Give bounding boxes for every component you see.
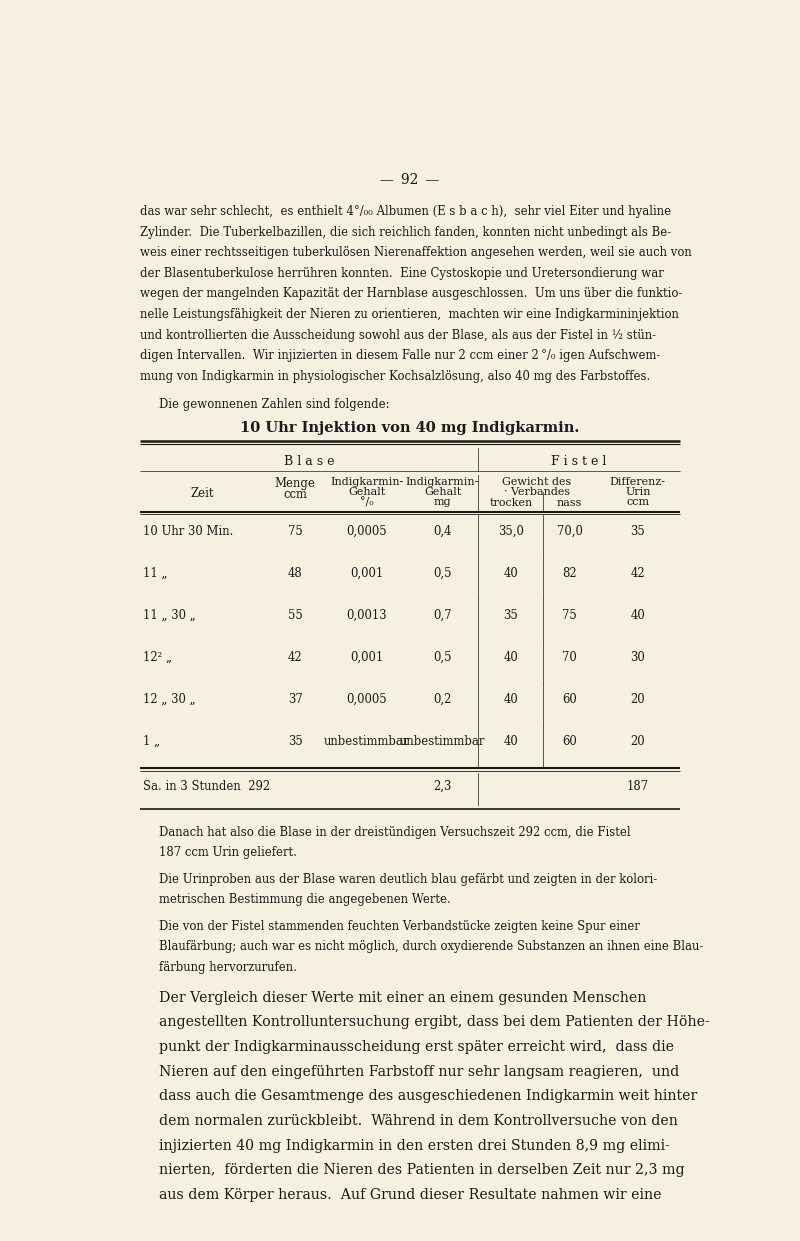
Text: 12² „: 12² „ bbox=[143, 652, 173, 664]
Text: 10 Uhr 30 Min.: 10 Uhr 30 Min. bbox=[143, 525, 234, 537]
Text: 42: 42 bbox=[630, 567, 645, 580]
Text: 187: 187 bbox=[626, 781, 649, 793]
Text: Nieren auf den eingeführten Farbstoff nur sehr langsam reagieren,  und: Nieren auf den eingeführten Farbstoff nu… bbox=[159, 1065, 679, 1078]
Text: 60: 60 bbox=[562, 694, 577, 706]
Text: 40: 40 bbox=[503, 694, 518, 706]
Text: Die Urinproben aus der Blase waren deutlich blau gefärbt und zeigten in der kolo: Die Urinproben aus der Blase waren deutl… bbox=[159, 872, 657, 886]
Text: trocken: trocken bbox=[489, 498, 532, 508]
Text: 11 „ 30 „: 11 „ 30 „ bbox=[143, 609, 196, 622]
Text: 0,5: 0,5 bbox=[434, 652, 452, 664]
Text: nass: nass bbox=[557, 498, 582, 508]
Text: 35: 35 bbox=[630, 525, 646, 537]
Text: Sa. in 3 Stunden  292: Sa. in 3 Stunden 292 bbox=[143, 781, 270, 793]
Text: nierten,  förderten die Nieren des Patienten in derselben Zeit nur 2,3 mg: nierten, förderten die Nieren des Patien… bbox=[159, 1163, 685, 1178]
Text: Zylinder.  Die Tuberkelbazillen, die sich reichlich fanden, konnten nicht unbedi: Zylinder. Die Tuberkelbazillen, die sich… bbox=[140, 226, 671, 238]
Text: Gehalt: Gehalt bbox=[424, 486, 461, 496]
Text: 70,0: 70,0 bbox=[557, 525, 582, 537]
Text: 75: 75 bbox=[288, 525, 302, 537]
Text: mung von Indigkarmin in physiologischer Kochsalzlösung, also 40 mg des Farbstoff: mung von Indigkarmin in physiologischer … bbox=[140, 370, 650, 382]
Text: Die von der Fistel stammenden feuchten Verbandstücke zeigten keine Spur einer: Die von der Fistel stammenden feuchten V… bbox=[159, 920, 640, 932]
Text: 0,5: 0,5 bbox=[434, 567, 452, 580]
Text: 40: 40 bbox=[630, 609, 646, 622]
Text: Indigkarmin-: Indigkarmin- bbox=[406, 477, 479, 488]
Text: wegen der mangelnden Kapazität der Harnblase ausgeschlossen.  Um uns über die fu: wegen der mangelnden Kapazität der Harnb… bbox=[140, 288, 682, 300]
Text: 12 „ 30 „: 12 „ 30 „ bbox=[143, 694, 196, 706]
Text: F i s t e l: F i s t e l bbox=[551, 455, 606, 468]
Text: unbestimmbar: unbestimmbar bbox=[324, 735, 410, 748]
Text: °/₀: °/₀ bbox=[360, 498, 374, 508]
Text: nelle Leistungsfähigkeit der Nieren zu orientieren,  machten wir eine Indigkarmi: nelle Leistungsfähigkeit der Nieren zu o… bbox=[140, 308, 679, 321]
Text: · Verbandes: · Verbandes bbox=[504, 486, 570, 496]
Text: 1 „: 1 „ bbox=[143, 735, 161, 748]
Text: 35: 35 bbox=[503, 609, 518, 622]
Text: B l a s e: B l a s e bbox=[284, 455, 334, 468]
Text: 0,0013: 0,0013 bbox=[346, 609, 387, 622]
Text: 60: 60 bbox=[562, 735, 577, 748]
Text: 0,2: 0,2 bbox=[434, 694, 452, 706]
Text: 40: 40 bbox=[503, 652, 518, 664]
Text: 40: 40 bbox=[503, 567, 518, 580]
Text: färbung hervorzurufen.: färbung hervorzurufen. bbox=[159, 961, 297, 974]
Text: Gewicht des: Gewicht des bbox=[502, 477, 572, 488]
Text: 10 Uhr Injektion von 40 mg Indigkarmin.: 10 Uhr Injektion von 40 mg Indigkarmin. bbox=[240, 421, 580, 434]
Text: unbestimmbar: unbestimmbar bbox=[400, 735, 486, 748]
Text: 0,001: 0,001 bbox=[350, 567, 383, 580]
Text: Blaufärbung; auch war es nicht möglich, durch oxydierende Substanzen an ihnen ei: Blaufärbung; auch war es nicht möglich, … bbox=[159, 941, 703, 953]
Text: 35: 35 bbox=[288, 735, 302, 748]
Text: Urin: Urin bbox=[625, 486, 650, 496]
Text: — 92 —: — 92 — bbox=[380, 172, 440, 187]
Text: 0,7: 0,7 bbox=[434, 609, 452, 622]
Text: 30: 30 bbox=[630, 652, 646, 664]
Text: Indigkarmin-: Indigkarmin- bbox=[330, 477, 403, 488]
Text: und kontrollierten die Ausscheidung sowohl aus der Blase, als aus der Fistel in : und kontrollierten die Ausscheidung sowo… bbox=[140, 329, 656, 341]
Text: 37: 37 bbox=[288, 694, 302, 706]
Text: mg: mg bbox=[434, 498, 451, 508]
Text: Die gewonnenen Zahlen sind folgende:: Die gewonnenen Zahlen sind folgende: bbox=[159, 398, 390, 411]
Text: dass auch die Gesamtmenge des ausgeschiedenen Indigkarmin weit hinter: dass auch die Gesamtmenge des ausgeschie… bbox=[159, 1090, 697, 1103]
Text: Der Vergleich dieser Werte mit einer an einem gesunden Menschen: Der Vergleich dieser Werte mit einer an … bbox=[159, 990, 646, 1005]
Text: Danach hat also die Blase in der dreistündigen Versuchszeit 292 ccm, die Fistel: Danach hat also die Blase in der dreistü… bbox=[159, 827, 630, 839]
Text: Menge: Menge bbox=[275, 477, 316, 490]
Text: angestellten Kontrolluntersuchung ergibt, dass bei dem Patienten der Höhe-: angestellten Kontrolluntersuchung ergibt… bbox=[159, 1015, 710, 1030]
Text: 42: 42 bbox=[288, 652, 302, 664]
Text: 55: 55 bbox=[288, 609, 302, 622]
Text: digen Intervallen.  Wir injizierten in diesem Falle nur 2 ccm einer 2 °/₀ igen A: digen Intervallen. Wir injizierten in di… bbox=[140, 349, 661, 362]
Text: der Blasentuberkulose herrühren konnten.  Eine Cystoskopie und Uretersondierung : der Blasentuberkulose herrühren konnten.… bbox=[140, 267, 664, 280]
Text: Zeit: Zeit bbox=[190, 486, 214, 500]
Text: ccm: ccm bbox=[626, 498, 650, 508]
Text: 0,001: 0,001 bbox=[350, 652, 383, 664]
Text: Differenz-: Differenz- bbox=[610, 477, 666, 488]
Text: 40: 40 bbox=[503, 735, 518, 748]
Text: ccm: ccm bbox=[283, 488, 307, 500]
Text: 35,0: 35,0 bbox=[498, 525, 524, 537]
Text: metrischen Bestimmung die angegebenen Werte.: metrischen Bestimmung die angegebenen We… bbox=[159, 894, 450, 906]
Text: aus dem Körper heraus.  Auf Grund dieser Resultate nahmen wir eine: aus dem Körper heraus. Auf Grund dieser … bbox=[159, 1188, 662, 1203]
Text: Gehalt: Gehalt bbox=[348, 486, 386, 496]
Text: 0,0005: 0,0005 bbox=[346, 694, 387, 706]
Text: dem normalen zurückbleibt.  Während in dem Kontrollversuche von den: dem normalen zurückbleibt. Während in de… bbox=[159, 1114, 678, 1128]
Text: 75: 75 bbox=[562, 609, 577, 622]
Text: das war sehr schlecht,  es enthielt 4°/₀₀ Albumen (E s b a c h),  sehr viel Eite: das war sehr schlecht, es enthielt 4°/₀₀… bbox=[140, 205, 671, 218]
Text: 82: 82 bbox=[562, 567, 577, 580]
Text: 70: 70 bbox=[562, 652, 577, 664]
Text: 11 „: 11 „ bbox=[143, 567, 168, 580]
Text: 20: 20 bbox=[630, 735, 645, 748]
Text: punkt der Indigkarminausscheidung erst später erreicht wird,  dass die: punkt der Indigkarminausscheidung erst s… bbox=[159, 1040, 674, 1054]
Text: 48: 48 bbox=[288, 567, 302, 580]
Text: 0,0005: 0,0005 bbox=[346, 525, 387, 537]
Text: 187 ccm Urin geliefert.: 187 ccm Urin geliefert. bbox=[159, 846, 297, 860]
Text: 2,3: 2,3 bbox=[434, 781, 452, 793]
Text: injizierten 40 mg Indigkarmin in den ersten drei Stunden 8,9 mg elimi-: injizierten 40 mg Indigkarmin in den ers… bbox=[159, 1139, 670, 1153]
Text: 20: 20 bbox=[630, 694, 645, 706]
Text: weis einer rechtsseitigen tuberkulösen Nierenaffektion angesehen werden, weil si: weis einer rechtsseitigen tuberkulösen N… bbox=[140, 247, 692, 259]
Text: 0,4: 0,4 bbox=[434, 525, 452, 537]
